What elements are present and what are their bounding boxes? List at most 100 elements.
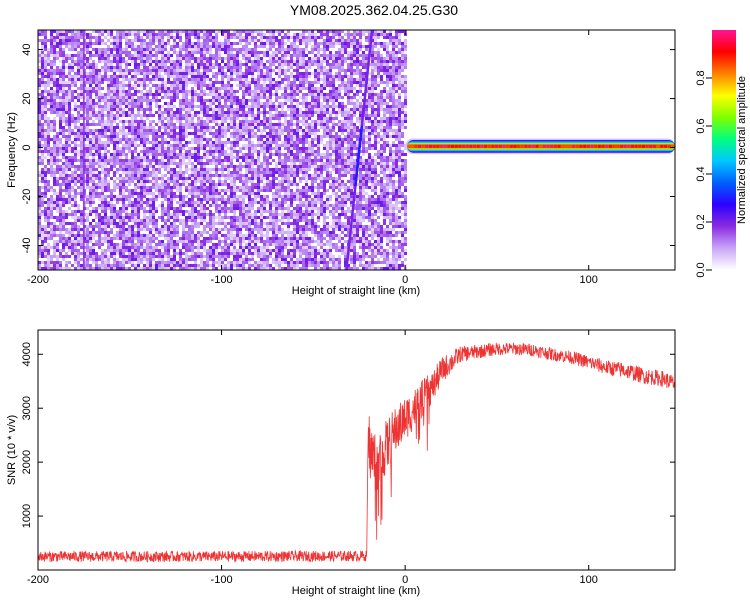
spectrogram-cell bbox=[263, 93, 266, 96]
spectrogram-cell bbox=[290, 87, 293, 90]
spectrogram-cell bbox=[98, 48, 101, 51]
spectrogram-cell bbox=[92, 48, 95, 51]
spectrogram-cell bbox=[290, 120, 293, 123]
spectrogram-cell bbox=[398, 159, 401, 162]
spectrogram-cell bbox=[269, 45, 272, 48]
spectrogram-cell bbox=[197, 135, 200, 138]
spectrogram-cell bbox=[89, 96, 92, 99]
spectrogram-cell bbox=[209, 147, 212, 150]
spectrogram-cell bbox=[200, 42, 203, 45]
spectrogram-cell bbox=[89, 57, 92, 60]
spectrogram-cell bbox=[359, 45, 362, 48]
spectrogram-cell bbox=[98, 120, 101, 123]
spectrogram-cell bbox=[299, 36, 302, 39]
spectrogram-cell bbox=[284, 156, 287, 159]
spectrogram-cell bbox=[266, 144, 269, 147]
spectrogram-cell bbox=[365, 39, 368, 42]
spectrogram-cell bbox=[284, 87, 287, 90]
spectrogram-cell bbox=[152, 135, 155, 138]
spectrogram-cell bbox=[239, 150, 242, 153]
spectrogram-cell bbox=[119, 147, 122, 150]
spectrogram-cell bbox=[38, 72, 41, 75]
spectrogram-cell bbox=[41, 153, 44, 156]
spectrogram-cell bbox=[74, 33, 77, 36]
spectrogram-cell bbox=[341, 84, 344, 87]
spectrogram-cell bbox=[254, 60, 257, 63]
spectrogram-cell bbox=[119, 168, 122, 171]
spectrogram-cell bbox=[305, 168, 308, 171]
spectrogram-cell bbox=[176, 30, 179, 33]
spectrogram-cell bbox=[194, 33, 197, 36]
spectrogram-cell bbox=[287, 81, 290, 84]
spectrogram-cell bbox=[335, 60, 338, 63]
spectrogram-cell bbox=[230, 45, 233, 48]
spectrogram-cell bbox=[173, 84, 176, 87]
spectrogram-cell bbox=[305, 153, 308, 156]
spectrogram-cell bbox=[59, 144, 62, 147]
spectrogram-cell bbox=[203, 72, 206, 75]
spectrogram-cell bbox=[191, 165, 194, 168]
spectrogram-cell bbox=[59, 159, 62, 162]
spectrogram-cell bbox=[215, 171, 218, 174]
spectrogram-cell bbox=[227, 156, 230, 159]
spectrogram-cell bbox=[137, 144, 140, 147]
spectrogram-cell bbox=[107, 66, 110, 69]
spectrogram-cell bbox=[110, 48, 113, 51]
spectrogram-cell bbox=[374, 87, 377, 90]
spectrogram-cell bbox=[356, 57, 359, 60]
spectrogram-cell bbox=[263, 168, 266, 171]
spectrogram-cell bbox=[359, 69, 362, 72]
spectrogram-cell bbox=[98, 117, 101, 120]
spectrogram-cell bbox=[185, 132, 188, 135]
spectrogram-cell bbox=[206, 162, 209, 165]
spectrogram-cell bbox=[98, 141, 101, 144]
spectrogram-cell bbox=[308, 105, 311, 108]
spectrogram-cell bbox=[143, 111, 146, 114]
spectrogram-cell bbox=[116, 102, 119, 105]
spectrogram-cell bbox=[326, 156, 329, 159]
spectrogram-cell bbox=[344, 39, 347, 42]
spectrogram-cell bbox=[386, 102, 389, 105]
spectrogram-cell bbox=[134, 69, 137, 72]
spectrogram-cell bbox=[44, 39, 47, 42]
spectrogram-cell bbox=[320, 108, 323, 111]
spectrogram-cell bbox=[215, 66, 218, 69]
spectrogram-cell bbox=[182, 69, 185, 72]
spectrogram-cell bbox=[338, 123, 341, 126]
spectrogram-cell bbox=[380, 120, 383, 123]
spectrogram-cell bbox=[200, 174, 203, 177]
spectrogram-cell bbox=[110, 120, 113, 123]
spectrogram-cell bbox=[80, 132, 83, 135]
spectrogram-cell bbox=[128, 99, 131, 102]
spectrogram-cell bbox=[263, 54, 266, 57]
spectrogram-cell bbox=[71, 60, 74, 63]
spectrogram-cell bbox=[179, 168, 182, 171]
spectrogram-cell bbox=[179, 153, 182, 156]
spectrogram-cell bbox=[95, 75, 98, 78]
spectrogram-cell bbox=[155, 66, 158, 69]
spectrogram-cell bbox=[152, 174, 155, 177]
spectrogram-cell bbox=[338, 156, 341, 159]
spectrogram-cell bbox=[317, 150, 320, 153]
spectrogram-cell bbox=[272, 108, 275, 111]
spectrogram-cell bbox=[323, 165, 326, 168]
spectrogram-cell bbox=[395, 78, 398, 81]
spectrogram-cell bbox=[353, 153, 356, 156]
spectrogram-cell bbox=[299, 81, 302, 84]
spectrogram-cell bbox=[383, 144, 386, 147]
spectrogram-cell bbox=[272, 93, 275, 96]
spectrogram-cell bbox=[368, 117, 371, 120]
spectrogram-cell bbox=[332, 102, 335, 105]
spectrogram-cell bbox=[227, 165, 230, 168]
spectrogram-cell bbox=[125, 60, 128, 63]
spectrogram-cell bbox=[263, 42, 266, 45]
spectrogram-cell bbox=[332, 117, 335, 120]
spectrogram-cell bbox=[137, 69, 140, 72]
spectrogram-cell bbox=[113, 150, 116, 153]
spectrogram-cell bbox=[86, 42, 89, 45]
spectrogram-cell bbox=[305, 114, 308, 117]
spectrogram-cell bbox=[182, 153, 185, 156]
spectrogram-cell bbox=[371, 105, 374, 108]
spectrogram-cell bbox=[134, 48, 137, 51]
spectrogram-cell bbox=[230, 66, 233, 69]
